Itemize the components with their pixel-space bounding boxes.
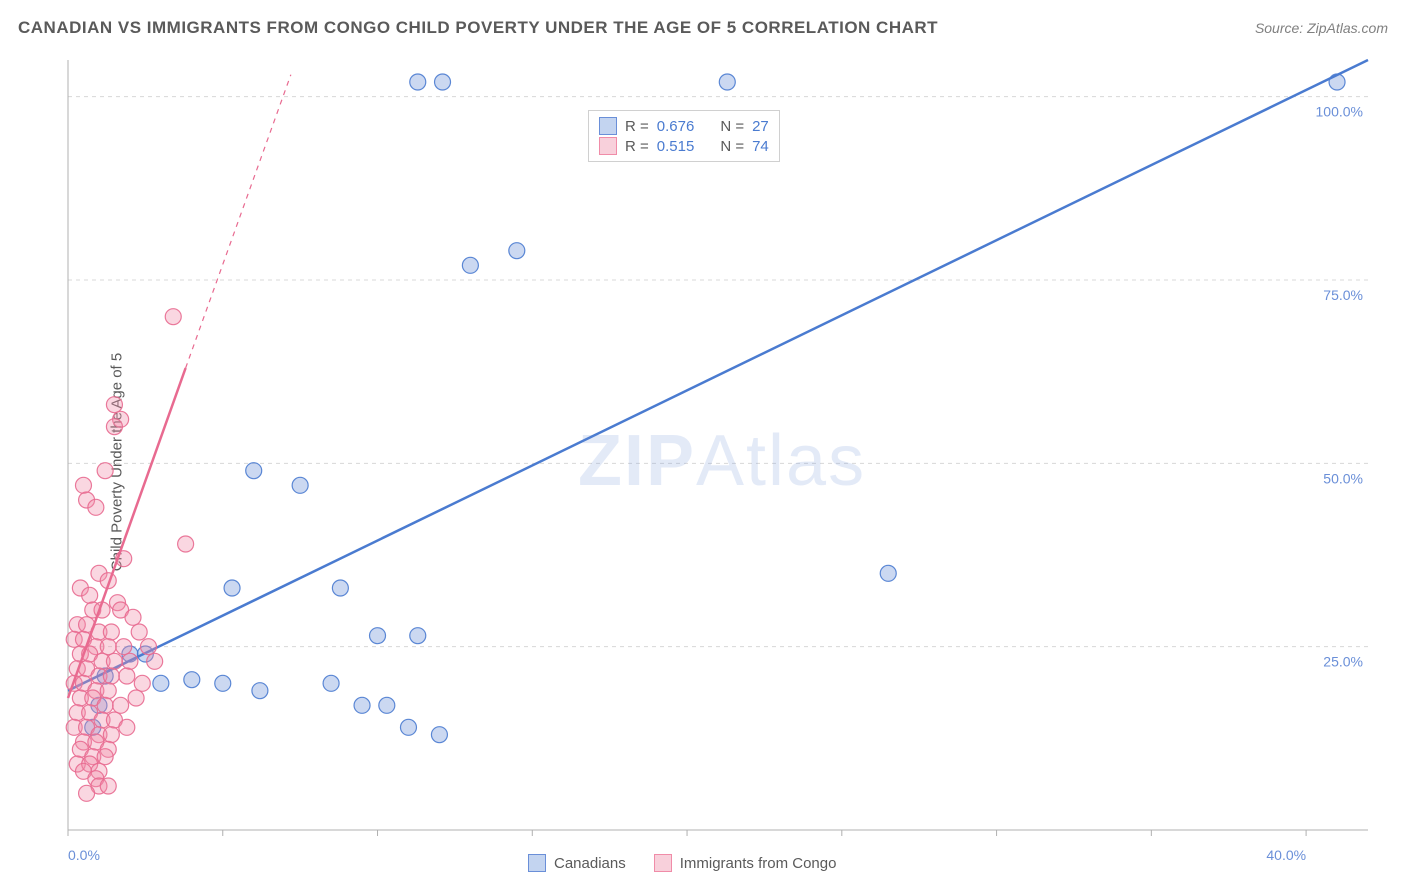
stats-legend: R = 0.676 N = 27 R = 0.515 N = 74 bbox=[588, 110, 780, 162]
legend-label: Immigrants from Congo bbox=[680, 855, 837, 872]
series-legend: Canadians Immigrants from Congo bbox=[528, 854, 836, 872]
stats-legend-row: R = 0.676 N = 27 bbox=[599, 117, 769, 135]
legend-n-value: 74 bbox=[752, 138, 769, 155]
legend-r-value: 0.676 bbox=[657, 118, 695, 135]
legend-n-label: N = bbox=[720, 118, 744, 135]
source-prefix: Source: bbox=[1255, 20, 1307, 36]
scatter-plot: 0.0% 40.0% 25.0% 50.0% 75.0% 100.0% bbox=[18, 50, 1388, 874]
svg-text:75.0%: 75.0% bbox=[1323, 287, 1363, 303]
legend-label: Canadians bbox=[554, 855, 626, 872]
legend-item: Immigrants from Congo bbox=[654, 854, 837, 872]
legend-r-value: 0.515 bbox=[657, 138, 695, 155]
legend-r-label: R = bbox=[625, 138, 649, 155]
legend-swatch bbox=[528, 854, 546, 872]
plot-container: Child Poverty Under the Age of 5 0.0%40.… bbox=[18, 50, 1388, 874]
stats-legend-row: R = 0.515 N = 74 bbox=[599, 137, 769, 155]
legend-n-label: N = bbox=[720, 138, 744, 155]
legend-swatch bbox=[599, 117, 617, 135]
title-bar: CANADIAN VS IMMIGRANTS FROM CONGO CHILD … bbox=[18, 18, 1388, 38]
legend-item: Canadians bbox=[528, 854, 626, 872]
source-credit: Source: ZipAtlas.com bbox=[1255, 20, 1388, 36]
svg-text:0.0%: 0.0% bbox=[68, 847, 100, 863]
svg-text:40.0%: 40.0% bbox=[1266, 847, 1306, 863]
legend-swatch bbox=[599, 137, 617, 155]
svg-text:100.0%: 100.0% bbox=[1316, 104, 1363, 120]
svg-text:50.0%: 50.0% bbox=[1323, 470, 1363, 486]
svg-text:25.0%: 25.0% bbox=[1323, 654, 1363, 670]
legend-n-value: 27 bbox=[752, 118, 769, 135]
source-link[interactable]: ZipAtlas.com bbox=[1307, 20, 1388, 36]
chart-title: CANADIAN VS IMMIGRANTS FROM CONGO CHILD … bbox=[18, 18, 938, 38]
legend-r-label: R = bbox=[625, 118, 649, 135]
legend-swatch bbox=[654, 854, 672, 872]
